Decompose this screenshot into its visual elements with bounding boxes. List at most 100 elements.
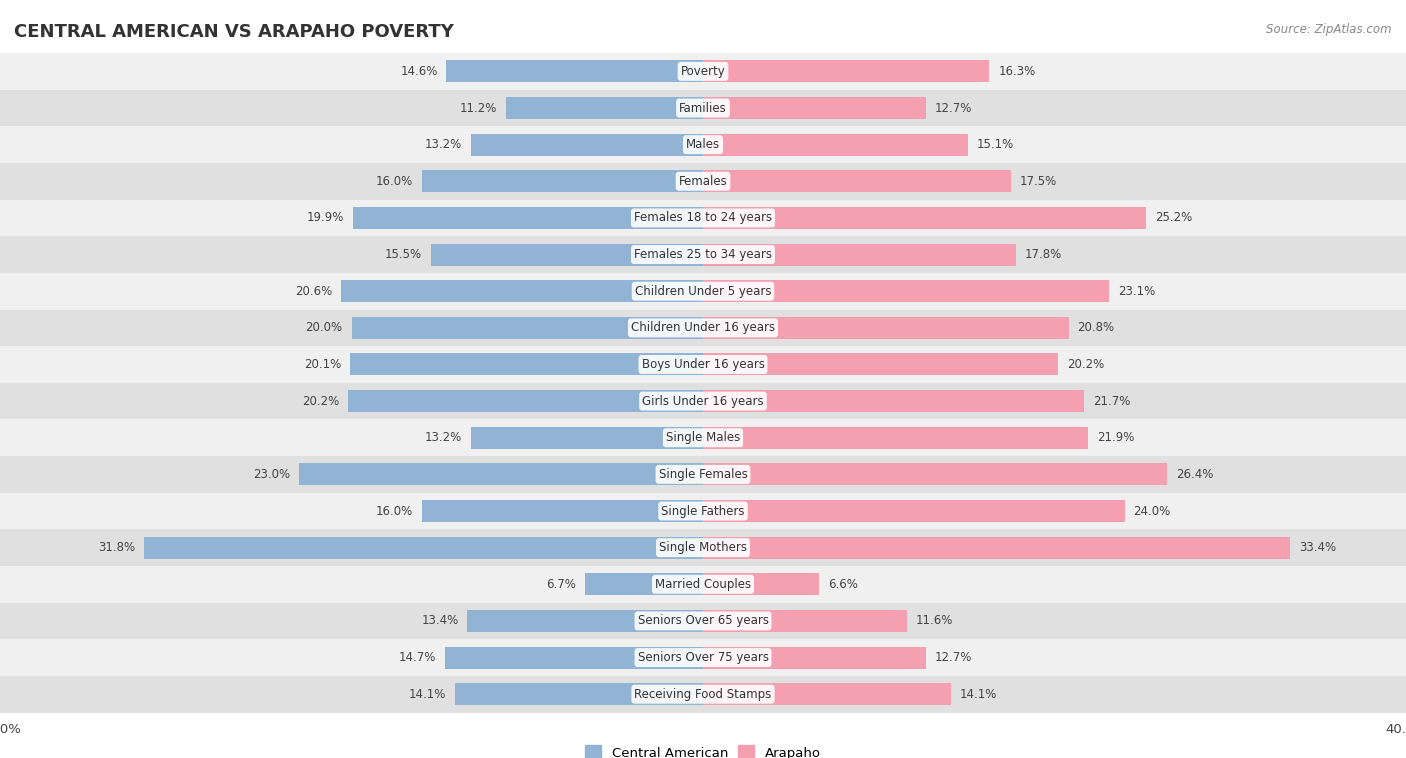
- Bar: [703, 573, 818, 595]
- Text: 23.0%: 23.0%: [253, 468, 290, 481]
- Text: Children Under 5 years: Children Under 5 years: [634, 285, 772, 298]
- Bar: [0, 529, 1406, 566]
- Bar: [467, 610, 703, 632]
- Bar: [703, 97, 927, 119]
- Bar: [703, 427, 1088, 449]
- Bar: [422, 500, 703, 522]
- Text: Single Fathers: Single Fathers: [661, 505, 745, 518]
- Text: 21.9%: 21.9%: [1097, 431, 1135, 444]
- Bar: [703, 280, 1109, 302]
- Bar: [0, 163, 1406, 199]
- Text: 11.2%: 11.2%: [460, 102, 498, 114]
- Legend: Central American, Arapaho: Central American, Arapaho: [585, 746, 821, 758]
- Text: Females: Females: [679, 175, 727, 188]
- Bar: [352, 317, 703, 339]
- Text: Females 25 to 34 years: Females 25 to 34 years: [634, 248, 772, 261]
- Text: 12.7%: 12.7%: [935, 102, 973, 114]
- Text: 24.0%: 24.0%: [1133, 505, 1171, 518]
- Text: Families: Families: [679, 102, 727, 114]
- Bar: [703, 353, 1057, 375]
- Bar: [703, 683, 950, 705]
- Bar: [0, 273, 1406, 309]
- Text: 14.1%: 14.1%: [960, 688, 997, 700]
- Bar: [703, 500, 1125, 522]
- Text: 31.8%: 31.8%: [98, 541, 135, 554]
- Text: 11.6%: 11.6%: [915, 615, 953, 628]
- Bar: [703, 61, 990, 83]
- Text: Single Males: Single Males: [666, 431, 740, 444]
- Text: Seniors Over 75 years: Seniors Over 75 years: [637, 651, 769, 664]
- Text: 23.1%: 23.1%: [1118, 285, 1154, 298]
- Bar: [471, 133, 703, 155]
- Bar: [0, 603, 1406, 639]
- Bar: [703, 317, 1069, 339]
- Bar: [703, 243, 1015, 265]
- Bar: [703, 207, 1146, 229]
- Bar: [0, 676, 1406, 713]
- Text: 20.0%: 20.0%: [305, 321, 343, 334]
- Text: Children Under 16 years: Children Under 16 years: [631, 321, 775, 334]
- Text: 13.4%: 13.4%: [422, 615, 458, 628]
- Bar: [585, 573, 703, 595]
- Bar: [0, 346, 1406, 383]
- Bar: [456, 683, 703, 705]
- Text: 15.5%: 15.5%: [385, 248, 422, 261]
- Bar: [422, 171, 703, 193]
- Text: Seniors Over 65 years: Seniors Over 65 years: [637, 615, 769, 628]
- Bar: [0, 639, 1406, 676]
- Text: 14.7%: 14.7%: [398, 651, 436, 664]
- Text: 20.1%: 20.1%: [304, 358, 340, 371]
- Text: 17.5%: 17.5%: [1019, 175, 1056, 188]
- Text: 13.2%: 13.2%: [425, 138, 463, 151]
- Bar: [430, 243, 703, 265]
- Text: Single Mothers: Single Mothers: [659, 541, 747, 554]
- Text: 16.0%: 16.0%: [375, 175, 413, 188]
- Bar: [0, 456, 1406, 493]
- Text: Receiving Food Stamps: Receiving Food Stamps: [634, 688, 772, 700]
- Bar: [0, 493, 1406, 529]
- Text: Single Females: Single Females: [658, 468, 748, 481]
- Bar: [299, 463, 703, 485]
- Text: 20.2%: 20.2%: [302, 395, 339, 408]
- Text: Females 18 to 24 years: Females 18 to 24 years: [634, 211, 772, 224]
- Text: Boys Under 16 years: Boys Under 16 years: [641, 358, 765, 371]
- Bar: [0, 383, 1406, 419]
- Text: 13.2%: 13.2%: [425, 431, 463, 444]
- Text: Girls Under 16 years: Girls Under 16 years: [643, 395, 763, 408]
- Bar: [703, 133, 969, 155]
- Bar: [0, 89, 1406, 127]
- Bar: [703, 610, 907, 632]
- Text: 25.2%: 25.2%: [1154, 211, 1192, 224]
- Bar: [0, 419, 1406, 456]
- Bar: [349, 390, 703, 412]
- Text: 20.6%: 20.6%: [295, 285, 332, 298]
- Text: 19.9%: 19.9%: [307, 211, 344, 224]
- Bar: [444, 647, 703, 669]
- Bar: [145, 537, 703, 559]
- Text: Married Couples: Married Couples: [655, 578, 751, 590]
- Text: 15.1%: 15.1%: [977, 138, 1014, 151]
- Bar: [350, 353, 703, 375]
- Text: 16.3%: 16.3%: [998, 65, 1035, 78]
- Bar: [0, 566, 1406, 603]
- Text: 33.4%: 33.4%: [1299, 541, 1336, 554]
- Text: Males: Males: [686, 138, 720, 151]
- Bar: [447, 61, 703, 83]
- Bar: [0, 53, 1406, 89]
- Text: 12.7%: 12.7%: [935, 651, 973, 664]
- Text: 21.7%: 21.7%: [1094, 395, 1130, 408]
- Bar: [353, 207, 703, 229]
- Bar: [0, 199, 1406, 236]
- Text: 6.7%: 6.7%: [547, 578, 576, 590]
- Text: Poverty: Poverty: [681, 65, 725, 78]
- Bar: [703, 390, 1084, 412]
- Bar: [506, 97, 703, 119]
- Text: 16.0%: 16.0%: [375, 505, 413, 518]
- Bar: [703, 463, 1167, 485]
- Text: 14.6%: 14.6%: [401, 65, 437, 78]
- Text: Source: ZipAtlas.com: Source: ZipAtlas.com: [1267, 23, 1392, 36]
- Text: 20.8%: 20.8%: [1077, 321, 1115, 334]
- Text: 14.1%: 14.1%: [409, 688, 447, 700]
- Bar: [0, 236, 1406, 273]
- Text: 6.6%: 6.6%: [828, 578, 858, 590]
